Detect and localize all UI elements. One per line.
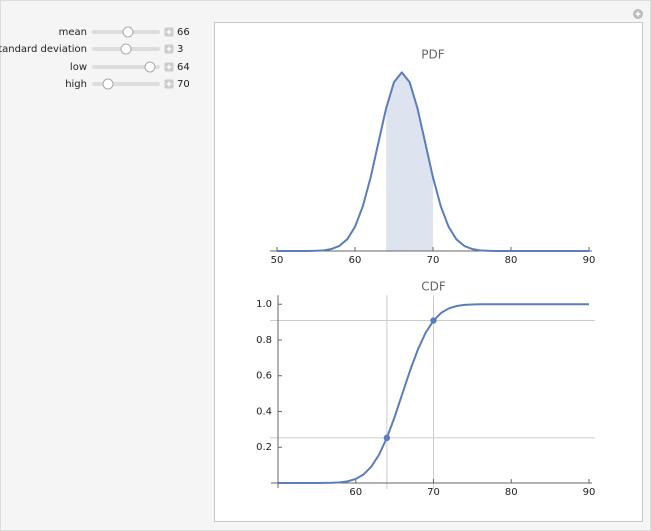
expand-icon xyxy=(166,46,172,52)
y-tick-label: 0.2 xyxy=(256,442,272,453)
slider-thumb[interactable] xyxy=(120,43,132,55)
control-label: mean xyxy=(59,27,87,38)
control-value: 66 xyxy=(177,27,190,38)
x-tick-label: 50 xyxy=(271,255,284,266)
output-panel xyxy=(214,22,643,522)
y-tick-label: 0.4 xyxy=(256,406,272,417)
chart-title: PDF xyxy=(421,48,444,62)
y-tick-label: 0.8 xyxy=(256,335,272,346)
slider-track[interactable] xyxy=(92,82,160,86)
x-tick-label: 90 xyxy=(583,255,596,266)
expand-icon xyxy=(166,81,172,87)
x-tick-label: 60 xyxy=(349,255,362,266)
slider-track[interactable] xyxy=(92,65,160,69)
x-tick-label: 70 xyxy=(427,255,440,266)
x-tick-label: 60 xyxy=(349,487,362,498)
x-tick-label: 80 xyxy=(505,487,518,498)
slider-thumb[interactable] xyxy=(102,78,114,90)
control-value: 3 xyxy=(177,44,183,55)
point xyxy=(430,317,437,324)
x-tick-label: 70 xyxy=(427,487,440,498)
x-tick-label: 90 xyxy=(583,487,596,498)
x-tick-label: 80 xyxy=(505,255,518,266)
curve xyxy=(277,71,589,252)
control-label: low xyxy=(70,62,87,73)
control-value: 70 xyxy=(177,79,190,90)
slider-thumb[interactable] xyxy=(122,26,134,38)
point xyxy=(383,434,391,442)
y-tick-label: 1.0 xyxy=(256,299,272,310)
chart-title: CDF xyxy=(421,280,446,294)
expand-icon xyxy=(166,64,172,70)
shaded-area xyxy=(386,72,433,252)
slider-thumb[interactable] xyxy=(144,61,156,73)
expand-icon xyxy=(166,29,172,35)
y-tick-label: 0.6 xyxy=(256,371,272,382)
control-value: 64 xyxy=(177,62,190,73)
control-label: standard deviation xyxy=(0,44,87,55)
options-icon xyxy=(635,11,641,17)
control-label: high xyxy=(65,79,87,90)
